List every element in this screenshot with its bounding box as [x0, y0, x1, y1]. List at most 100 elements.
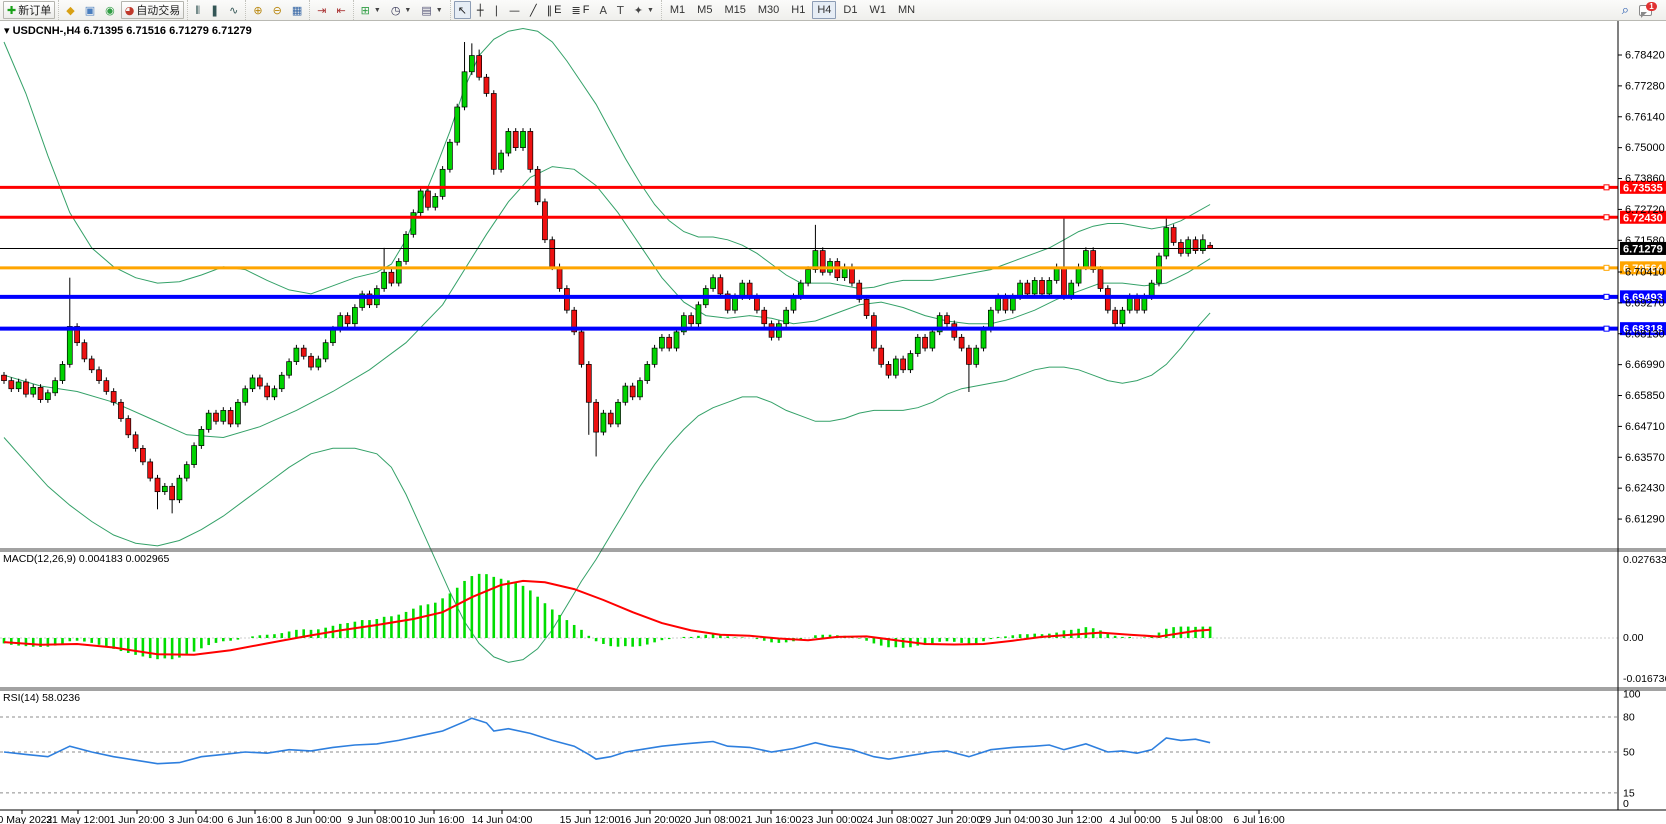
autotrading-icon: ◕ — [124, 3, 135, 17]
navigator-icon: ◉ — [105, 3, 115, 17]
new-order-icon: ✚ — [7, 3, 17, 17]
tf-m15-button[interactable]: M15 — [719, 1, 750, 19]
svg-text:6.70564: 6.70564 — [1623, 263, 1664, 275]
tile-windows-button[interactable]: ▦ — [288, 1, 306, 19]
new-order-button[interactable]: ✚ 新订单 — [3, 1, 56, 19]
tf-h4-button[interactable]: H4 — [812, 1, 837, 19]
data-window-icon: ▣ — [84, 3, 96, 17]
rsi-scale-label: 100 — [1623, 689, 1641, 701]
svg-text:6.62430: 6.62430 — [1625, 483, 1665, 495]
tf-h4-button-label: H4 — [817, 4, 832, 16]
tf-h1-button-label: H1 — [791, 4, 806, 16]
cursor-button[interactable]: ↖ — [453, 1, 471, 19]
tf-mn-button[interactable]: MN — [893, 1, 920, 19]
autotrading-button[interactable]: ◕ 自动交易 — [120, 1, 185, 19]
text-button[interactable]: A — [595, 1, 611, 19]
macd-scale-label: 0.027633 — [1623, 554, 1666, 566]
svg-text:6.69270: 6.69270 — [1625, 297, 1665, 309]
tf-m30-button[interactable]: M30 — [753, 1, 784, 19]
rsi-line — [3, 717, 1211, 765]
label-button[interactable]: T — [613, 1, 628, 19]
search-icon: ⌕ — [1621, 2, 1629, 18]
arrows-icon: ✦ — [633, 3, 643, 17]
rsi-scale-label: 0 — [1623, 798, 1629, 810]
rsi-scale-label: 80 — [1623, 712, 1635, 724]
tf-m1-button[interactable]: M1 — [665, 1, 690, 19]
arrows-button[interactable]: ✦ ▼ — [630, 1, 658, 19]
bollinger-middle-band — [3, 166, 1211, 439]
tf-m1-button-label: M1 — [669, 4, 686, 16]
data-window-button[interactable]: ▣ — [81, 1, 99, 19]
chart-title-ohlc: ▾ USDCNH-,H4 6.71395 6.71516 6.71279 6.7… — [4, 25, 252, 37]
chart-shift-button[interactable]: ⇤ — [332, 1, 349, 19]
svg-text:6 Jun 16:00: 6 Jun 16:00 — [228, 814, 283, 824]
channel-button[interactable]: ∥ E — [543, 1, 566, 19]
toolbar-group-chart-types: ⫴ ❚ ∿ — [187, 0, 245, 20]
chart-shift-icon: ⇤ — [336, 3, 346, 17]
svg-text:6.65850: 6.65850 — [1625, 390, 1665, 402]
svg-text:6.69493: 6.69493 — [1623, 292, 1663, 304]
resistance-line-2-price-tag: 6.72430 — [1620, 210, 1666, 224]
trendline-button[interactable]: ╱ — [526, 1, 541, 19]
navigator-button[interactable]: ◉ — [101, 1, 119, 19]
tf-w1-button[interactable]: W1 — [864, 1, 891, 19]
rsi-scale-label: 50 — [1623, 747, 1635, 759]
clock-icon: ◷ — [390, 3, 401, 17]
fibonacci-button[interactable]: ≣ F — [568, 1, 594, 19]
svg-text:8 Jun 00:00: 8 Jun 00:00 — [287, 814, 342, 824]
chevron-down-icon[interactable]: ▼ — [373, 6, 381, 14]
zoom-in-button[interactable]: ⊕ — [249, 1, 266, 19]
notifications-button[interactable]: 1 — [1635, 1, 1657, 19]
rsi-scale-label: 15 — [1623, 787, 1635, 799]
svg-text:5 Jul 08:00: 5 Jul 08:00 — [1171, 814, 1223, 824]
svg-text:6.68130: 6.68130 — [1625, 328, 1665, 340]
zoom-out-button[interactable]: ⊖ — [269, 1, 286, 19]
bollinger-upper-band — [3, 27, 1211, 295]
resistance-line-1-price-tag: 6.73535 — [1620, 180, 1666, 194]
chevron-down-icon[interactable]: ▼ — [435, 6, 443, 14]
market-watch-button[interactable]: ◆ — [62, 1, 78, 19]
svg-text:6.70410: 6.70410 — [1625, 266, 1665, 278]
templates-button[interactable]: ▤ ▼ — [417, 1, 446, 19]
support-line-2-price-tag: 6.68318 — [1620, 322, 1666, 336]
price-axis[interactable]: 6.78420 6.77280 6.76140 6.75000 6.73860 6.727… — [1618, 50, 1665, 526]
bar-chart-icon: ⫴ — [195, 3, 200, 17]
search-button[interactable]: ⌕ — [1618, 1, 1633, 19]
candlestick-chart-button[interactable]: ❚ — [206, 1, 223, 19]
svg-text:6.63570: 6.63570 — [1625, 452, 1665, 464]
svg-text:6.72720: 6.72720 — [1625, 204, 1665, 216]
channel-button-label: E — [554, 4, 562, 16]
svg-text:31 May 12:00: 31 May 12:00 — [46, 814, 110, 824]
support-line-1-price-tag: 6.69493 — [1620, 290, 1666, 304]
bollinger-lower-band — [3, 312, 1211, 663]
tf-m5-button[interactable]: M5 — [692, 1, 717, 19]
crosshair-icon: ┼ — [476, 3, 484, 17]
tf-h1-button[interactable]: H1 — [786, 1, 810, 19]
vertical-line-icon: ∣ — [493, 3, 500, 17]
chevron-down-icon[interactable]: ▼ — [646, 6, 654, 14]
chevron-down-icon[interactable]: ▼ — [404, 6, 412, 14]
indicators-button[interactable]: ⊞ ▼ — [357, 1, 385, 19]
template-icon: ▤ — [421, 3, 432, 17]
horizontal-line-button[interactable]: — — [505, 1, 524, 19]
tf-d1-button[interactable]: D1 — [838, 1, 862, 19]
indicators-icon: ⊞ — [360, 3, 370, 17]
toolbar-group-order: ✚ 新订单 — [0, 0, 58, 20]
svg-text:6.76140: 6.76140 — [1625, 111, 1665, 123]
bar-chart-button[interactable]: ⫴ — [191, 1, 204, 19]
vertical-line-button[interactable]: ∣ — [490, 1, 504, 19]
periods-button[interactable]: ◷ ▼ — [387, 1, 416, 19]
fibonacci-button-label: F — [582, 4, 590, 16]
cursor-icon: ↖ — [457, 3, 467, 17]
text-icon: A — [599, 3, 607, 17]
trendline-icon: ╱ — [530, 3, 537, 17]
tf-m15-button-label: M15 — [724, 4, 746, 16]
crosshair-button[interactable]: ┼ — [473, 1, 488, 19]
candlestick-icon: ❚ — [209, 3, 220, 17]
svg-text:6.61290: 6.61290 — [1625, 514, 1665, 526]
auto-scroll-button[interactable]: ⇥ — [313, 1, 330, 19]
svg-text:4 Jul 00:00: 4 Jul 00:00 — [1109, 814, 1161, 824]
line-chart-button[interactable]: ∿ — [225, 1, 242, 19]
market-watch-icon: ◆ — [66, 3, 75, 17]
